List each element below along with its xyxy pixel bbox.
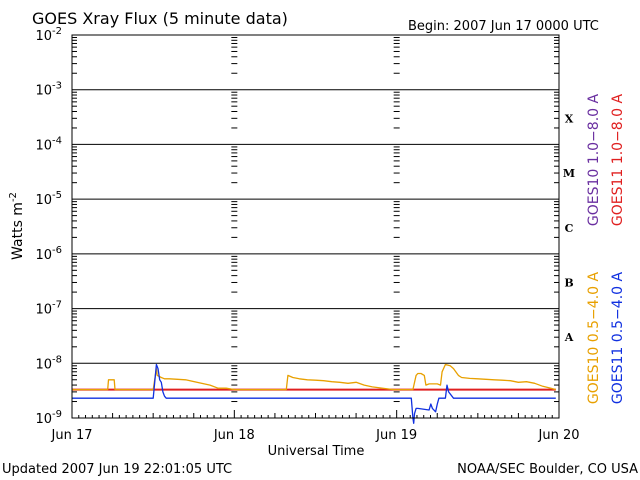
y-tick-base: 10 xyxy=(35,248,52,263)
y-tick-label: 10-7 xyxy=(35,300,62,318)
data-series xyxy=(72,363,556,424)
begin-label: Begin: 2007 Jun 17 0000 UTC xyxy=(408,19,599,34)
y-tick-base: 10 xyxy=(35,412,52,427)
y-tick-base: 10 xyxy=(35,84,52,99)
y-tick-exp: -6 xyxy=(52,245,62,256)
series-line xyxy=(72,363,556,424)
x-tick-label: Jun 18 xyxy=(213,428,255,443)
flare-class-label: M xyxy=(563,167,575,180)
x-tick-label: Jun 20 xyxy=(538,428,580,443)
y-tick-label: 10-9 xyxy=(35,409,62,427)
legend-label: GOES11 0.5−4.0 A xyxy=(610,272,626,405)
y-tick-exp: -4 xyxy=(52,135,62,146)
legend: GOES10 1.0−8.0 A GOES11 1.0−8.0 A GOES10 0… xyxy=(586,94,626,405)
legend-label: GOES10 0.5−4.0 A xyxy=(586,272,602,405)
y-tick-exp: -3 xyxy=(52,81,62,92)
legend-entry: GOES11 0.5−4.0 A xyxy=(610,272,626,405)
flare-class-label: C xyxy=(565,222,574,235)
x-axis-title: Universal Time xyxy=(268,444,365,459)
legend-label: GOES11 1.0−8.0 A xyxy=(610,94,626,227)
x-tick-labels: Jun 17 Jun 18 Jun 19 Jun 20 xyxy=(51,428,580,443)
y-axis-title: Watts m-2 xyxy=(8,192,26,260)
x-tick-label: Jun 19 xyxy=(375,428,417,443)
y-tick-exp: -5 xyxy=(52,190,62,201)
y-tick-base: 10 xyxy=(35,138,52,153)
flare-class-labels: X M C B A xyxy=(563,112,575,344)
minor-ticks xyxy=(71,37,560,418)
x-tick-label: Jun 17 xyxy=(51,428,93,443)
legend-entry: GOES10 0.5−4.0 A xyxy=(586,272,602,405)
y-tick-base: 10 xyxy=(35,357,52,372)
y-tick-label: 10-2 xyxy=(35,26,62,44)
flare-class-label: B xyxy=(564,276,573,289)
y-tick-label: 10-6 xyxy=(35,245,62,263)
y-tick-exp: -7 xyxy=(52,300,62,311)
legend-label: GOES10 1.0−8.0 A xyxy=(586,94,602,227)
legend-entry: GOES11 1.0−8.0 A xyxy=(610,94,626,227)
y-axis-title-base: Watts m xyxy=(10,202,26,260)
credit-label: NOAA/SEC Boulder, CO USA xyxy=(457,462,638,477)
y-tick-labels: 10-210-310-410-510-610-710-810-9 xyxy=(35,26,62,427)
series-line xyxy=(72,363,556,391)
chart-title: GOES Xray Flux (5 minute data) xyxy=(32,9,288,28)
plot-frame xyxy=(71,34,560,419)
flare-class-label: A xyxy=(564,331,574,344)
y-tick-label: 10-4 xyxy=(35,135,62,153)
y-tick-label: 10-5 xyxy=(35,190,62,208)
y-tick-label: 10-8 xyxy=(35,354,62,372)
grid-lines xyxy=(72,34,559,419)
y-tick-label: 10-3 xyxy=(35,81,62,99)
y-tick-base: 10 xyxy=(35,193,52,208)
y-axis-title-exp: -2 xyxy=(8,192,19,202)
y-tick-exp: -9 xyxy=(52,409,62,420)
legend-entry: GOES10 1.0−8.0 A xyxy=(586,94,602,227)
y-tick-base: 10 xyxy=(35,29,52,44)
svg-text:Watts m-2: Watts m-2 xyxy=(8,192,26,260)
y-tick-exp: -8 xyxy=(52,354,62,365)
updated-timestamp: Updated 2007 Jun 19 22:01:05 UTC xyxy=(2,462,232,477)
y-tick-base: 10 xyxy=(35,303,52,318)
y-tick-exp: -2 xyxy=(52,26,62,37)
flare-class-label: X xyxy=(565,112,574,125)
